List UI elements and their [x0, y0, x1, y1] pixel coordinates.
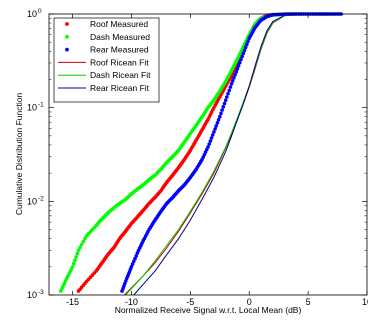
data-point	[220, 108, 224, 112]
data-point	[71, 261, 76, 266]
data-point	[215, 121, 220, 125]
data-point	[133, 256, 137, 261]
data-point	[129, 265, 134, 269]
y-tick-exponent: -2	[38, 195, 44, 202]
x-tick-label: -5	[186, 297, 194, 307]
data-point	[222, 101, 227, 106]
data-point	[240, 54, 244, 59]
legend-marker-dash-measured	[65, 34, 69, 39]
legend-marker-roof-measured	[65, 22, 69, 26]
data-point	[243, 45, 248, 50]
series-markers-rear-measured	[120, 12, 343, 293]
plot-frame	[48, 13, 368, 296]
data-point	[235, 67, 240, 71]
data-point	[75, 251, 80, 256]
data-point	[242, 48, 247, 53]
x-tick-label: -15	[66, 297, 79, 307]
y-tick-label: 10	[27, 103, 37, 113]
data-point	[70, 265, 75, 269]
data-point	[229, 82, 234, 86]
data-point	[134, 254, 138, 258]
legend-label-dash-ricean-fit: Dash Ricean Fit	[90, 70, 151, 80]
data-point	[212, 130, 216, 134]
legend-marker-rear-measured	[65, 47, 69, 52]
data-point	[216, 118, 221, 122]
y-tick-base: 10	[27, 290, 37, 300]
data-point	[74, 255, 78, 259]
data-point	[233, 73, 237, 77]
data-point	[223, 98, 228, 103]
x-tick-label: 10	[362, 297, 368, 307]
data-point	[76, 248, 81, 253]
y-tick-label: 10	[27, 290, 37, 300]
data-point	[236, 63, 241, 68]
y-tick-label: 10	[27, 196, 37, 206]
data-point	[238, 60, 242, 65]
x-tick-label: 0	[247, 297, 252, 307]
data-point	[214, 124, 218, 128]
legend-label-dash-measured: Dash Measured	[90, 32, 150, 42]
y-tick-base: 10	[27, 103, 37, 113]
x-axis-title: Normalized Receive Signal w.r.t. Local M…	[115, 305, 302, 315]
data-point	[213, 127, 217, 131]
data-point	[221, 105, 226, 109]
series-layer	[59, 12, 344, 296]
data-point	[81, 239, 86, 244]
data-point	[225, 95, 229, 99]
data-point	[83, 236, 87, 241]
data-point	[218, 114, 222, 119]
legend: Roof Measured Dash Measured Rear Measured R…	[53, 17, 160, 103]
data-point	[206, 145, 210, 149]
legend-label-rear-ricean-fit: Rear Ricean Fit	[90, 83, 150, 93]
y-tick-exponent: -1	[38, 102, 44, 109]
y-tick-exponent: 0	[38, 8, 42, 15]
data-point	[227, 88, 231, 93]
data-point	[228, 85, 233, 89]
x-tick-label: -10	[125, 297, 138, 307]
data-point	[246, 39, 250, 44]
legend-label-roof-measured: Roof Measured	[90, 19, 148, 29]
y-tick-exponent: -3	[38, 289, 44, 296]
data-point	[130, 262, 135, 266]
data-point	[208, 139, 213, 143]
data-point	[239, 57, 243, 62]
y-tick-label: 10	[27, 9, 37, 19]
y-axis-title: Cumulative Distribution Function	[14, 93, 24, 216]
data-point	[210, 133, 215, 137]
data-point	[226, 91, 230, 96]
data-point	[241, 51, 246, 56]
data-point	[232, 76, 236, 80]
data-point	[79, 242, 84, 247]
data-point	[245, 42, 249, 47]
y-tick-base: 10	[27, 196, 37, 206]
x-tick-label: 5	[306, 297, 311, 307]
data-point	[234, 70, 239, 74]
data-point	[207, 142, 211, 146]
data-point	[219, 111, 223, 116]
data-point	[230, 79, 235, 83]
data-point	[73, 258, 77, 263]
data-point	[209, 136, 214, 140]
data-point	[132, 259, 136, 264]
legend-label-roof-ricean-fit: Roof Ricean Fit	[90, 57, 149, 67]
legend-label-rear-measured: Rear Measured	[90, 45, 149, 55]
data-point	[78, 245, 82, 250]
y-tick-base: 10	[27, 9, 37, 19]
